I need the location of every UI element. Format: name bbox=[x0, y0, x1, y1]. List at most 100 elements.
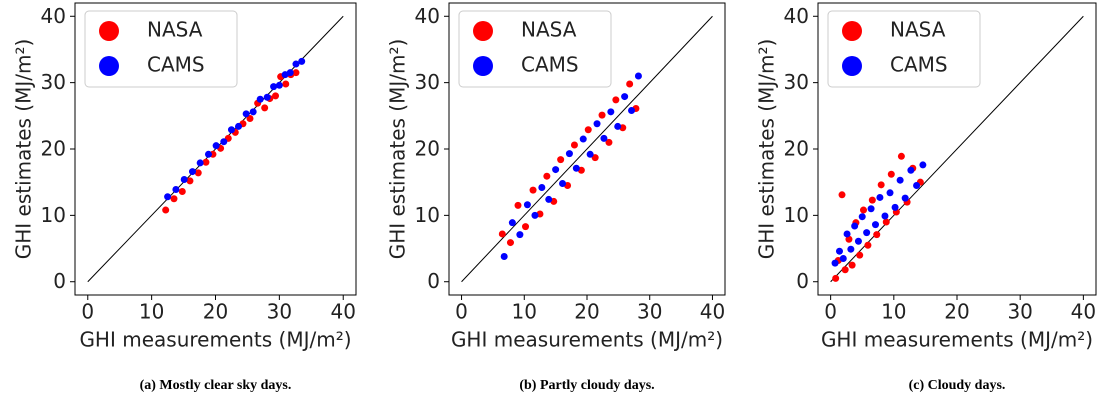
x-tick-label: 0 bbox=[81, 300, 94, 324]
y-axis-label: GHI estimates (MJ/m²) bbox=[755, 39, 779, 260]
reference-line bbox=[830, 15, 1084, 283]
plot-frame bbox=[448, 2, 726, 296]
point bbox=[847, 245, 855, 253]
y-tick-label: 30 bbox=[415, 70, 440, 94]
point bbox=[189, 168, 197, 176]
point bbox=[848, 261, 856, 269]
point bbox=[538, 183, 546, 191]
point bbox=[565, 150, 573, 158]
point bbox=[841, 266, 849, 274]
point bbox=[845, 235, 853, 243]
x-tick-label: 40 bbox=[700, 300, 725, 324]
point bbox=[543, 172, 551, 180]
panel: 0 10 20 30 40 0 10 20 30 40 NASA CAMS GHI measuremen… bbox=[386, 2, 726, 393]
point bbox=[913, 182, 921, 189]
legend-label: CAMS bbox=[890, 53, 948, 77]
point bbox=[500, 253, 508, 261]
point bbox=[614, 122, 622, 130]
point bbox=[919, 161, 927, 169]
point bbox=[886, 189, 894, 197]
y-tick-label: 10 bbox=[41, 203, 66, 227]
y-tick-label: 0 bbox=[53, 269, 66, 293]
y-tick-label: 40 bbox=[415, 4, 440, 28]
point bbox=[626, 80, 634, 88]
point bbox=[234, 122, 242, 130]
point bbox=[838, 191, 846, 199]
point bbox=[896, 176, 904, 184]
legend-box bbox=[84, 10, 238, 88]
legend-marker bbox=[842, 56, 862, 76]
point bbox=[552, 166, 560, 174]
x-tick-label: 10 bbox=[881, 300, 906, 324]
point bbox=[851, 222, 859, 230]
point bbox=[220, 138, 228, 146]
point bbox=[508, 219, 516, 227]
x-tick-label: 30 bbox=[267, 300, 292, 324]
point bbox=[256, 95, 264, 103]
point bbox=[897, 152, 905, 160]
point bbox=[270, 83, 278, 91]
point bbox=[514, 201, 522, 209]
point bbox=[868, 196, 876, 204]
point bbox=[180, 176, 188, 184]
y-axis-label: GHI estimates (MJ/m²) bbox=[386, 39, 410, 260]
point bbox=[298, 57, 306, 65]
point bbox=[907, 166, 915, 174]
point bbox=[292, 60, 300, 68]
point bbox=[586, 150, 594, 158]
point bbox=[901, 194, 909, 202]
point bbox=[891, 203, 899, 211]
y-tick-label: 40 bbox=[41, 4, 66, 28]
point bbox=[557, 156, 565, 164]
legend-label: CAMS bbox=[521, 53, 579, 77]
point bbox=[178, 187, 186, 195]
point bbox=[170, 195, 178, 203]
point bbox=[593, 120, 601, 128]
point bbox=[835, 247, 843, 255]
caption: (b) Partly cloudy days. bbox=[519, 378, 654, 393]
point bbox=[242, 110, 250, 118]
point bbox=[529, 186, 537, 194]
point bbox=[204, 150, 212, 158]
legend-box bbox=[827, 10, 981, 88]
point bbox=[194, 169, 202, 177]
point bbox=[584, 126, 592, 134]
point bbox=[172, 185, 180, 193]
point bbox=[843, 230, 851, 238]
x-axis-label: GHI measurements (MJ/m²) bbox=[79, 328, 351, 352]
x-tick-label: 20 bbox=[203, 300, 228, 324]
point bbox=[831, 259, 839, 267]
y-tick-label: 0 bbox=[796, 269, 809, 293]
caption: (a) Mostly clear sky days. bbox=[140, 378, 292, 393]
x-tick-label: 30 bbox=[1007, 300, 1032, 324]
point bbox=[612, 96, 620, 104]
plot-frame bbox=[817, 2, 1097, 296]
legend-box bbox=[458, 10, 612, 88]
point bbox=[196, 159, 204, 167]
point bbox=[591, 154, 599, 162]
point bbox=[570, 141, 578, 149]
point bbox=[877, 181, 885, 189]
point bbox=[164, 193, 172, 201]
y-tick-label: 20 bbox=[41, 137, 66, 161]
legend-marker bbox=[473, 21, 493, 41]
point bbox=[887, 170, 895, 178]
x-axis-label: GHI measurements (MJ/m²) bbox=[451, 328, 723, 352]
point bbox=[246, 114, 254, 122]
point bbox=[261, 104, 269, 112]
x-tick-label: 40 bbox=[331, 300, 356, 324]
point bbox=[628, 107, 636, 115]
point bbox=[249, 108, 257, 116]
point bbox=[272, 92, 280, 100]
point bbox=[282, 80, 290, 88]
point bbox=[522, 223, 530, 231]
point bbox=[832, 274, 840, 282]
point bbox=[227, 126, 235, 134]
point bbox=[186, 177, 194, 185]
legend-marker bbox=[473, 56, 493, 76]
point bbox=[545, 195, 553, 203]
point bbox=[212, 142, 220, 150]
x-tick-label: 10 bbox=[512, 300, 537, 324]
point bbox=[856, 251, 864, 259]
